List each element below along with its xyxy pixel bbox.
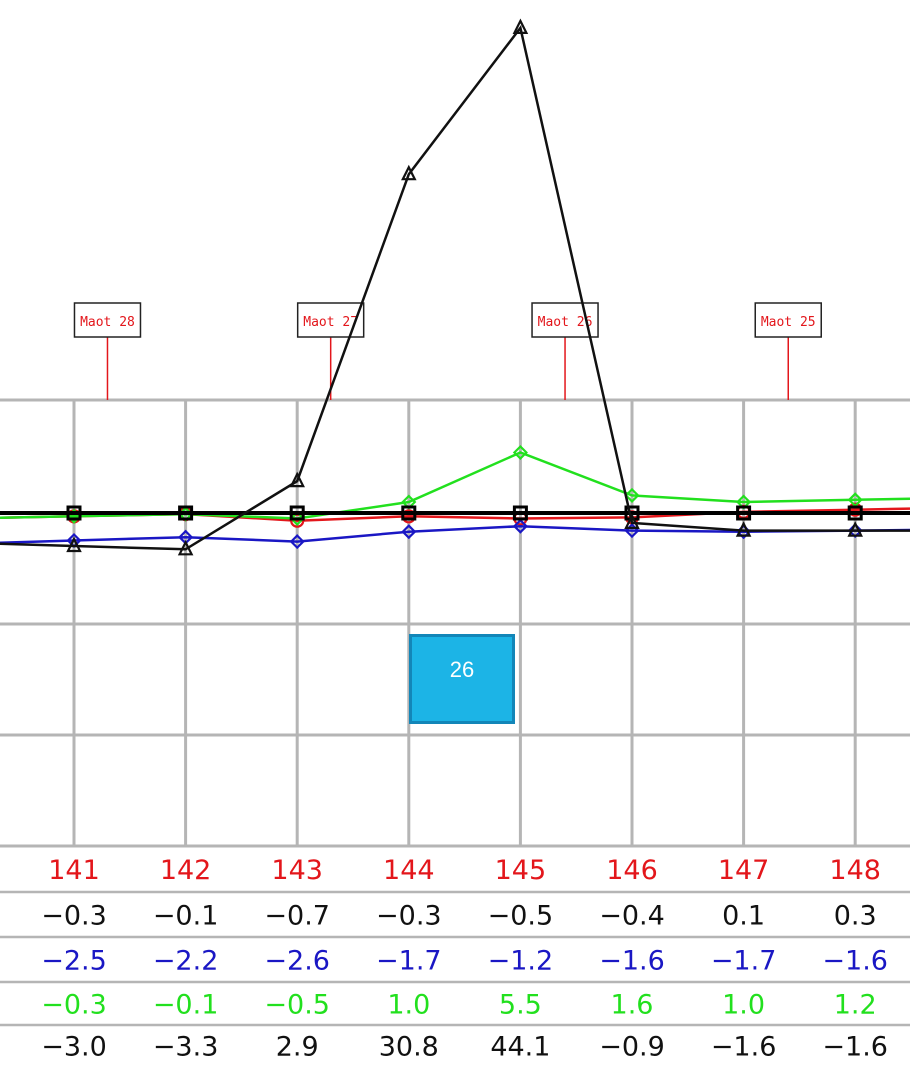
table-cell: −2.5 bbox=[41, 946, 107, 977]
table-cell: −0.5 bbox=[264, 990, 330, 1021]
point-4-2 bbox=[289, 505, 305, 521]
table-cell: −1.6 bbox=[822, 946, 888, 977]
table-cell: −0.1 bbox=[153, 990, 219, 1021]
table-cell: −0.5 bbox=[488, 901, 554, 932]
series-3 bbox=[0, 18, 910, 556]
table-cell: −1.7 bbox=[376, 946, 442, 977]
selection-box[interactable]: 26 bbox=[409, 634, 515, 724]
table-cell: −0.1 bbox=[153, 901, 219, 932]
table-cell: −3.0 bbox=[41, 1032, 107, 1063]
table-cell: −1.6 bbox=[599, 946, 665, 977]
marker-0: Maot 28 bbox=[73, 302, 142, 400]
table-cell: 44.1 bbox=[490, 1032, 550, 1063]
table-cell: −0.3 bbox=[41, 990, 107, 1021]
series-line-1 bbox=[0, 524, 910, 544]
table-cell: −0.3 bbox=[376, 901, 442, 932]
position-markers: Maot 28 Maot 27 Maot 26 Maot 25 bbox=[73, 302, 822, 400]
marker-label: Maot 27 bbox=[303, 315, 358, 330]
table-cell: 143 bbox=[271, 855, 323, 886]
point-4-7 bbox=[847, 505, 863, 521]
point-2-4 bbox=[512, 444, 528, 461]
table-cell: −1.6 bbox=[711, 1032, 777, 1063]
table-row-3: −0.3 −0.1 −0.5 1.0 5.5 1.6 1.0 1.2 bbox=[41, 990, 876, 1021]
table-cell: 144 bbox=[383, 855, 435, 886]
point-3-2 bbox=[289, 471, 305, 488]
marker-label: Maot 26 bbox=[538, 315, 593, 330]
selection-label: 26 bbox=[449, 657, 475, 682]
table-cell: 141 bbox=[48, 855, 100, 886]
point-4-3 bbox=[401, 505, 417, 521]
table-cell: 2.9 bbox=[276, 1032, 319, 1063]
point-2-5 bbox=[624, 487, 640, 503]
point-4-0 bbox=[66, 505, 82, 521]
point-4-4 bbox=[512, 505, 528, 521]
table-cell: −0.9 bbox=[599, 1032, 665, 1063]
marker-2: Maot 26 bbox=[531, 302, 599, 400]
point-3-5 bbox=[624, 513, 640, 530]
table-row-1: −0.3 −0.1 −0.7 −0.3 −0.5 −0.4 0.1 0.3 bbox=[41, 901, 876, 932]
grid bbox=[0, 398, 910, 848]
table-cell: −0.4 bbox=[599, 901, 665, 932]
marker-box bbox=[73, 302, 142, 338]
table-cell: 147 bbox=[718, 855, 770, 886]
table-cell: 1.2 bbox=[834, 990, 877, 1021]
table-row-2: −2.5 −2.2 −2.6 −1.7 −1.2 −1.6 −1.7 −1.6 bbox=[41, 946, 888, 977]
table-cell: 0.1 bbox=[722, 901, 765, 932]
table-cell: 142 bbox=[160, 855, 212, 886]
value-table: 141 142 143 144 145 146 147 148−0.3 −0.1 −0.7 −0.3… bbox=[0, 855, 910, 1063]
series-1 bbox=[0, 518, 910, 550]
point-4-1 bbox=[178, 505, 194, 521]
marker-box bbox=[754, 302, 822, 338]
point-3-3 bbox=[401, 164, 417, 181]
table-cell: 148 bbox=[829, 855, 881, 886]
table-cell: 1.0 bbox=[722, 990, 765, 1021]
table-row-0: 141 142 143 144 145 146 147 148 bbox=[48, 855, 881, 886]
table-cell: 30.8 bbox=[379, 1032, 439, 1063]
point-3-0 bbox=[66, 536, 82, 553]
table-cell: −0.3 bbox=[41, 901, 107, 932]
series-line-3 bbox=[0, 25, 910, 551]
series-lines bbox=[0, 18, 910, 556]
point-3-7 bbox=[847, 521, 863, 537]
point-4-6 bbox=[736, 505, 752, 521]
table-row-4: −3.0 −3.3 2.9 30.8 44.1 −0.9 −1.6 −1.6 bbox=[41, 1032, 888, 1063]
table-cell: 1.0 bbox=[387, 990, 430, 1021]
table-cell: −1.6 bbox=[822, 1032, 888, 1063]
table-cell: −3.3 bbox=[153, 1032, 219, 1063]
point-1-4 bbox=[512, 518, 528, 534]
marker-label: Maot 25 bbox=[761, 315, 816, 330]
marker-3: Maot 25 bbox=[754, 302, 822, 400]
table-cell: 146 bbox=[606, 855, 658, 886]
marker-label: Maot 28 bbox=[80, 315, 135, 330]
table-cell: 5.5 bbox=[499, 990, 542, 1021]
table-cell: 145 bbox=[495, 855, 547, 886]
table-cell: −2.6 bbox=[264, 946, 330, 977]
table-cell: 1.6 bbox=[611, 990, 654, 1021]
series-line-2 bbox=[0, 451, 910, 520]
point-1-2 bbox=[289, 534, 305, 550]
table-cell: −1.7 bbox=[711, 946, 777, 977]
table-cell: −1.2 bbox=[488, 946, 554, 977]
table-cell: −2.2 bbox=[153, 946, 219, 977]
table-cell: 0.3 bbox=[834, 901, 877, 932]
table-cell: −0.7 bbox=[264, 901, 330, 932]
point-3-1 bbox=[177, 539, 194, 556]
marker-box bbox=[531, 302, 599, 338]
point-3-4 bbox=[512, 18, 529, 35]
point-3-6 bbox=[735, 521, 752, 537]
point-2-2 bbox=[289, 510, 305, 527]
point-1-3 bbox=[401, 524, 417, 540]
